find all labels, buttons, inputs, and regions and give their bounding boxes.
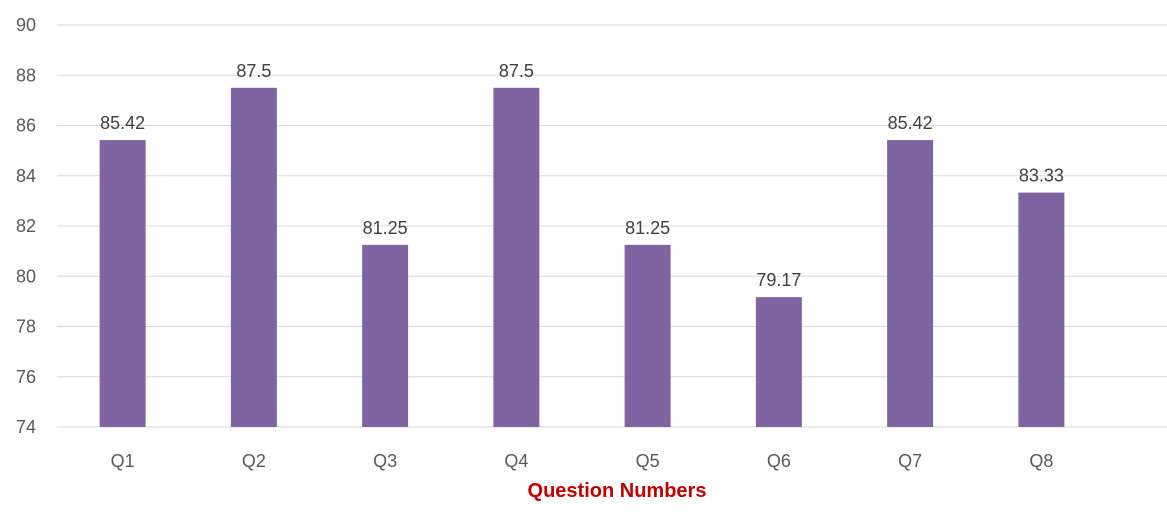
- x-tick-label: Q6: [767, 451, 791, 471]
- y-tick-label: 86: [16, 116, 36, 136]
- y-tick-label: 88: [16, 65, 36, 85]
- bar-q8: [1018, 192, 1065, 427]
- bar-q4: [493, 87, 540, 427]
- x-tick-label: Q5: [636, 451, 660, 471]
- data-label: 81.25: [625, 218, 670, 238]
- y-tick-label: 76: [16, 367, 36, 387]
- y-tick-label: 74: [16, 417, 36, 437]
- x-axis-title: Question Numbers: [528, 480, 707, 502]
- y-tick-label: 84: [16, 166, 36, 186]
- data-label: 81.25: [363, 218, 408, 238]
- data-labels: 85.42 87.5 81.25 87.5 81.25 79.17 85.42 83.33: [100, 61, 1064, 290]
- y-axis-tick-labels: 74 76 78 80 82 84 86 88 90: [16, 15, 36, 437]
- y-tick-label: 78: [16, 317, 36, 337]
- y-tick-label: 90: [16, 15, 36, 35]
- x-tick-label: Q2: [242, 451, 266, 471]
- y-tick-label: 82: [16, 216, 36, 236]
- bar-q7: [887, 140, 934, 427]
- data-label: 87.5: [236, 61, 271, 81]
- bar-q6: [755, 297, 802, 427]
- y-tick-label: 80: [16, 266, 36, 286]
- x-tick-label: Q7: [898, 451, 922, 471]
- data-label: 85.42: [888, 113, 933, 133]
- x-tick-label: Q8: [1029, 451, 1053, 471]
- x-tick-label: Q1: [111, 451, 135, 471]
- data-label: 85.42: [100, 113, 145, 133]
- data-label: 87.5: [499, 61, 534, 81]
- bar-q5: [624, 244, 671, 427]
- data-label: 79.17: [756, 270, 801, 290]
- x-tick-label: Q4: [504, 451, 528, 471]
- bar-q3: [362, 244, 409, 427]
- bar-q1: [99, 140, 146, 427]
- x-axis-tick-labels: Q1 Q2 Q3 Q4 Q5 Q6 Q7 Q8: [111, 451, 1054, 471]
- bars: [99, 87, 1065, 427]
- x-tick-label: Q3: [373, 451, 397, 471]
- gridlines: [57, 24, 1167, 428]
- bar-q2: [230, 87, 277, 427]
- data-label: 83.33: [1019, 166, 1064, 186]
